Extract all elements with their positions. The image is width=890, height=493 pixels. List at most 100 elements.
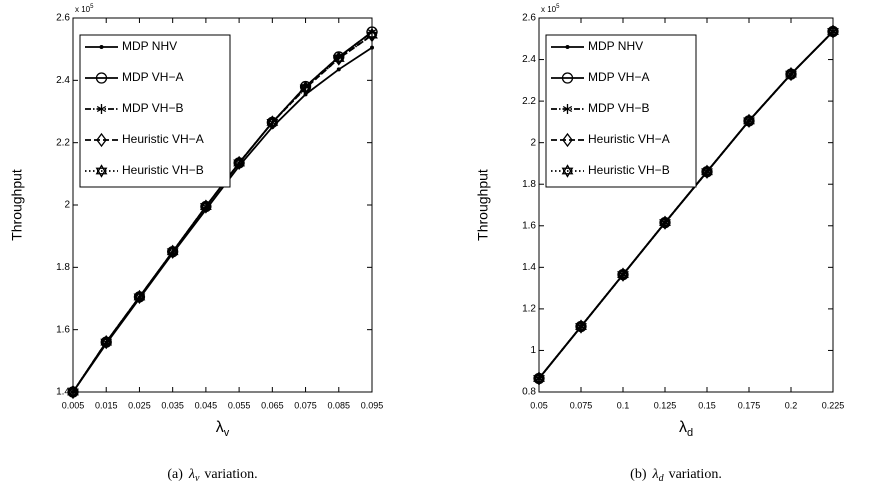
x-tick-label: 0.075 — [294, 400, 317, 410]
y-tick-label: 2.2 — [56, 137, 70, 148]
marker — [743, 114, 755, 128]
marker — [200, 199, 212, 214]
marker-hexagram — [366, 28, 378, 42]
marker-hexagram — [133, 290, 146, 304]
x-tick-label: 0.015 — [95, 400, 118, 410]
marker-hexagram — [659, 215, 671, 230]
y-tick-label: 1.4 — [56, 387, 70, 398]
y-tick-label: 2 — [64, 200, 70, 211]
marker — [166, 244, 179, 259]
marker-hexagram — [332, 51, 345, 66]
x-tick-label: 0.005 — [62, 400, 85, 410]
marker — [96, 104, 107, 114]
marker — [96, 132, 107, 148]
marker — [575, 319, 587, 334]
legend-label: MDP NHV — [122, 39, 177, 53]
marker — [299, 81, 312, 95]
marker — [617, 267, 629, 282]
caption: (a) λv variation. — [167, 467, 257, 484]
x-tick-label: 0.095 — [361, 400, 384, 410]
caption-suffix: variation. — [204, 467, 257, 482]
marker-dot — [370, 45, 374, 50]
y-tick-label: 0.8 — [522, 387, 536, 398]
series-line — [538, 30, 834, 380]
legend-label: MDP NHV — [588, 39, 643, 53]
marker-stroke — [96, 105, 107, 113]
legend-label: Heuristic VH−B — [588, 163, 670, 177]
marker — [100, 335, 113, 349]
marker — [67, 385, 79, 399]
marker — [233, 156, 245, 170]
marker-stroke — [562, 105, 573, 113]
x-tick-label: 0.085 — [328, 400, 351, 410]
marker-hexagram — [743, 114, 755, 128]
marker — [332, 51, 345, 66]
legend-label: Heuristic VH−A — [122, 132, 204, 146]
legend-label: MDP VH−B — [122, 101, 183, 115]
x-tick-label: 0.05 — [530, 400, 548, 410]
y-axis-label: Throughput — [475, 169, 491, 241]
caption-prefix: (b) — [630, 467, 647, 482]
y-scale-base: x 10 — [541, 5, 557, 14]
y-scale-exponent: 5 — [90, 4, 94, 10]
y-tick-label: 1.6 — [56, 324, 70, 335]
marker-hexagram — [166, 244, 179, 259]
x-tick-label: 0.055 — [228, 400, 251, 410]
marker — [701, 164, 713, 179]
y-tick-label: 1.2 — [522, 304, 536, 315]
series-line — [72, 34, 373, 393]
marker-hexagram — [561, 164, 574, 178]
marker-hexagram — [299, 81, 312, 95]
caption: (b) λd variation. — [630, 467, 722, 484]
y-tick-label: 2.4 — [56, 75, 70, 86]
marker — [561, 72, 574, 84]
legend-label: MDP VH−B — [588, 101, 649, 115]
x-axis-label: λd — [679, 419, 693, 439]
marker-diamond — [96, 132, 107, 148]
caption-subscript: v — [195, 473, 200, 484]
marker — [366, 28, 378, 42]
caption-symbol: λ — [188, 467, 195, 482]
marker — [785, 67, 797, 81]
y-scale-base: x 10 — [75, 5, 91, 14]
x-tick-label: 0.1 — [617, 400, 630, 410]
x-tick-label: 0.075 — [570, 400, 593, 410]
x-tick-label: 0.025 — [128, 400, 151, 410]
marker — [565, 45, 570, 49]
marker-circle — [561, 72, 574, 84]
marker — [133, 290, 146, 304]
caption-symbol: λ — [651, 467, 658, 482]
marker — [266, 115, 279, 130]
marker-diamond — [562, 132, 573, 148]
y-tick-label: 2.4 — [522, 54, 536, 65]
marker — [659, 215, 671, 230]
marker-dot — [336, 67, 341, 72]
caption-prefix: (a) — [167, 467, 183, 482]
series-line — [538, 30, 834, 380]
y-tick-label: 2 — [530, 137, 536, 148]
marker-hexagram — [785, 67, 797, 81]
marker — [370, 45, 374, 50]
marker-hexagram — [575, 319, 587, 334]
y-scale-factor: x 105 — [75, 4, 94, 15]
y-tick-label: 1.4 — [522, 262, 536, 273]
marker-circle — [95, 72, 108, 84]
y-tick-label: 2.2 — [522, 96, 536, 107]
x-tick-label: 0.045 — [195, 400, 218, 410]
x-label-symbol: λ — [679, 419, 687, 436]
x-label-symbol: λ — [216, 419, 224, 436]
marker-hexagram — [233, 156, 245, 170]
legend-label: Heuristic VH−A — [588, 132, 670, 146]
legend-label: MDP VH−A — [122, 70, 183, 84]
y-tick-label: 2.6 — [56, 13, 70, 24]
x-tick-label: 0.035 — [161, 400, 184, 410]
marker-hexagram — [95, 164, 108, 178]
x-label-subscript: d — [687, 427, 693, 439]
y-tick-label: 1.8 — [56, 262, 70, 273]
marker — [336, 67, 341, 72]
y-axis-label: Throughput — [9, 169, 25, 241]
marker-dot — [99, 45, 104, 49]
caption-subscript: d — [659, 473, 665, 484]
marker — [95, 164, 108, 178]
